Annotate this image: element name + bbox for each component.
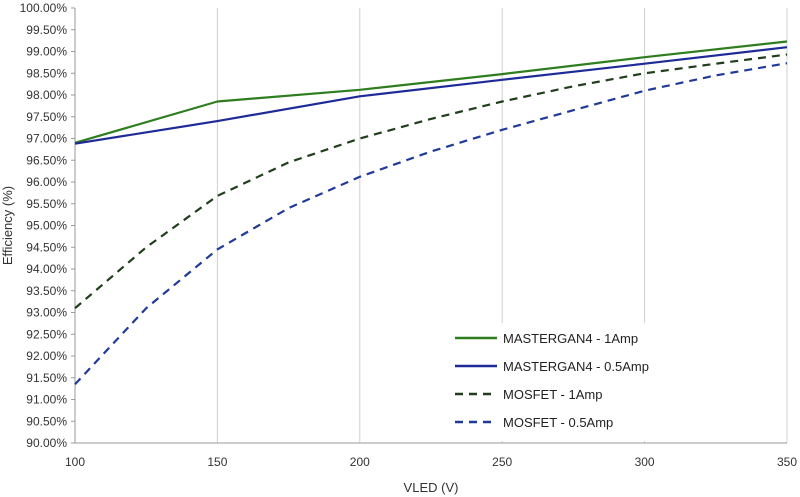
x-tick-label: 200 [350,455,370,469]
y-tick-label: 95.50% [26,197,67,211]
grid-lines [74,8,788,443]
y-tick-label: 98.50% [26,66,67,80]
legend-box [447,323,655,441]
x-tick-label: 100 [65,455,85,469]
series-line-0 [74,40,788,144]
x-axis-tick-labels: 100 150 200 250 300 350 [65,455,797,469]
x-tick-label: 150 [207,455,227,469]
x-tick-label: 300 [635,455,655,469]
y-tick-label: 94.00% [26,262,67,276]
x-tick-label: 250 [492,455,512,469]
y-tick-label: 91.50% [26,371,67,385]
y-tick-label: 100.00% [20,1,68,15]
y-tick-label: 91.00% [26,393,67,407]
x-axis-title: VLED (V) [404,480,459,495]
y-tick-label: 96.00% [26,175,67,189]
legend-label-2: MOSFET - 1Amp [503,387,602,402]
y-tick-label: 90.00% [26,436,67,450]
legend-label-0: MASTERGAN4 - 1Amp [503,331,638,346]
y-axis-title: Efficiency (%) [0,186,15,265]
y-tick-label: 97.50% [26,110,67,124]
y-tick-label: 98.00% [26,88,67,102]
y-tick-label: 95.00% [26,219,67,233]
y-tick-label: 93.00% [26,306,67,320]
y-tick-label: 92.00% [26,349,67,363]
y-tick-label: 93.50% [26,284,67,298]
x-tick-label: 350 [777,455,797,469]
axes [71,7,787,444]
y-tick-label: 97.00% [26,132,67,146]
series-line-3 [74,62,788,386]
series-line-1 [74,46,788,145]
y-tick-label: 99.00% [26,45,67,59]
series-line-2 [74,53,788,310]
y-tick-label: 99.50% [26,23,67,37]
y-tick-label: 94.50% [26,240,67,254]
y-tick-label: 92.50% [26,327,67,341]
data-series [74,40,788,386]
legend: MASTERGAN4 - 1Amp MASTERGAN4 - 0.5Amp MOSF… [447,323,655,441]
legend-label-3: MOSFET - 0.5Amp [503,415,613,430]
y-axis-tick-labels: 90.00% 90.50% 91.00% 91.50% 92.00% 92.50% 93.0… [20,1,68,450]
y-tick-label: 90.50% [26,414,67,428]
y-tick-label: 96.50% [26,153,67,167]
legend-label-1: MASTERGAN4 - 0.5Amp [503,359,649,374]
